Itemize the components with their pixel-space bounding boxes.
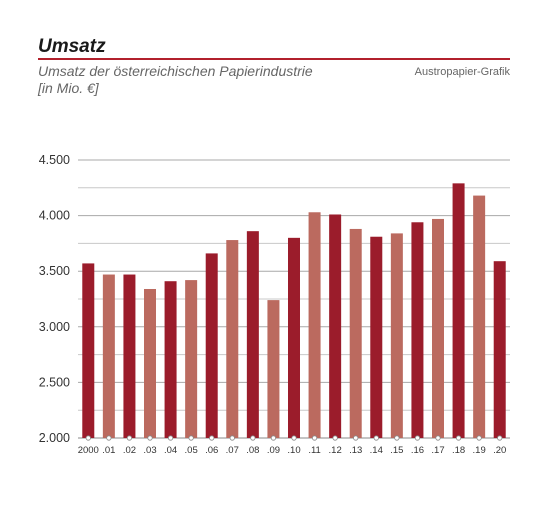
x-tick-label: .04 [164,445,177,456]
bar-base-marker [332,435,338,441]
bar-base-marker [270,435,277,441]
bar-base-marker [455,435,462,441]
bar-base-marker [435,435,441,441]
bar [452,183,465,438]
bar [329,214,342,438]
bar-base-marker [353,435,359,441]
bar [185,280,198,438]
bar-base-marker [311,435,318,441]
bar-base-marker [229,435,235,441]
bar-base-marker [106,435,112,441]
bar-base-marker [126,435,133,441]
x-tick-label: .01 [102,445,115,456]
bar-base-marker [147,435,153,441]
bars [82,183,506,441]
bar-base-marker [250,435,256,441]
bar [411,222,424,438]
x-tick-label: .17 [431,445,444,456]
y-axis-ticks: 2.000 2.500 3.000 3.500 4.000 4.500 [39,153,70,445]
bar [493,261,506,438]
x-tick-label: .08 [246,445,259,456]
bar-base-marker [209,435,215,441]
x-tick-label: .16 [411,445,424,456]
bar [288,237,300,438]
bar-base-marker [414,435,421,441]
x-tick-label: .05 [185,445,198,456]
y-tick-label: 4.500 [39,153,70,167]
bar [205,253,218,438]
bar [267,300,280,438]
bar-base-marker [476,435,482,441]
x-tick-label: .06 [205,445,218,456]
bar [102,274,115,438]
bar-base-marker [373,435,379,441]
chart-title: Umsatz [38,36,106,57]
y-tick-label: 3.500 [39,264,70,278]
y-tick-label: 4.000 [39,209,70,223]
bar-base-marker [497,435,503,441]
subtitle-line-2: [in Mio. €] [38,80,99,96]
x-tick-label: .11 [308,445,321,456]
chart-subtitle: Umsatz der österreichischen Papierindust… [38,63,313,97]
x-tick-label: 2000 [78,445,99,456]
x-tick-label: .18 [452,445,465,456]
x-tick-label: .15 [390,445,403,456]
x-tick-label: .20 [493,445,506,456]
bar [473,195,486,438]
bar [390,233,403,438]
bar [226,240,239,438]
bar [246,231,259,438]
bar-base-marker [291,435,297,441]
bar [164,281,177,438]
x-tick-label: .14 [370,445,383,456]
x-tick-label: .13 [349,445,362,456]
x-axis-ticks: 2000.01 .02 .03 .04 .05 .06 .07 .08 .09 .10 .11 .12… [78,445,507,456]
subtitle-line-1: Umsatz der österreichischen Papierindust… [38,63,313,79]
bar [82,263,95,438]
bar [349,228,362,438]
x-tick-label: .07 [226,445,239,456]
bar [308,212,321,438]
x-tick-label: .03 [143,445,156,456]
y-tick-label: 3.000 [39,320,70,334]
title-rule [38,58,510,60]
x-tick-label: .19 [473,445,486,456]
y-tick-label: 2.000 [39,431,70,445]
bar-base-marker [394,435,400,441]
bar [144,288,156,438]
x-tick-label: .10 [287,445,300,456]
x-tick-label: .12 [329,445,342,456]
y-tick-label: 2.500 [39,375,70,389]
x-tick-label: .09 [267,445,280,456]
bar-base-marker [188,435,194,441]
x-tick-label: .02 [123,445,136,456]
source-credit: Austropapier-Grafik [414,66,510,78]
bar-base-marker [167,435,174,441]
bar-base-marker [85,435,91,441]
bar [123,274,136,438]
bar [432,218,444,438]
bar [370,236,383,438]
